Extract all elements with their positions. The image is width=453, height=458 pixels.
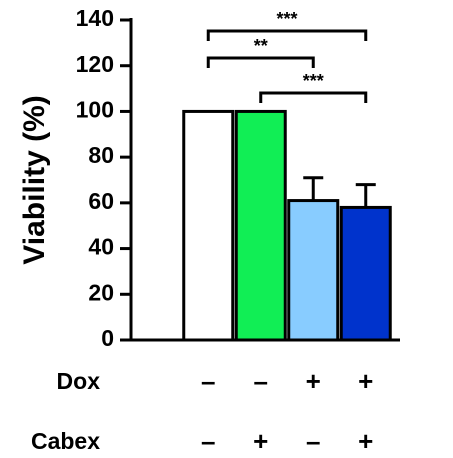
condition-sign: – <box>306 426 320 456</box>
bar <box>339 205 392 342</box>
significance-label: *** <box>303 71 324 91</box>
y-tick-label: 0 <box>101 325 114 351</box>
y-tick-label: 100 <box>76 97 114 123</box>
significance-bracket <box>206 29 368 41</box>
condition-name: Dox <box>57 368 101 394</box>
y-tick-label: 140 <box>76 5 114 31</box>
y-tick-label: 120 <box>76 51 114 77</box>
condition-name: Cabex <box>31 428 100 454</box>
significance-bracket <box>259 91 368 103</box>
bar <box>287 199 340 342</box>
condition-sign: + <box>306 366 321 396</box>
condition-sign: – <box>201 366 215 396</box>
condition-sign: – <box>201 426 215 456</box>
y-axis-label: Viability (%) <box>18 95 51 264</box>
y-tick-label: 20 <box>88 279 114 305</box>
bar <box>182 109 235 342</box>
significance-label: *** <box>276 9 297 29</box>
bar <box>234 109 287 342</box>
y-tick-label: 40 <box>88 234 114 260</box>
significance-label: ** <box>254 36 268 56</box>
condition-sign: + <box>358 426 373 456</box>
y-tick-label: 80 <box>88 142 114 168</box>
condition-sign: + <box>358 366 373 396</box>
condition-sign: – <box>254 366 268 396</box>
condition-sign: + <box>253 426 268 456</box>
y-tick-label: 60 <box>88 188 114 214</box>
significance-bracket <box>206 56 315 68</box>
